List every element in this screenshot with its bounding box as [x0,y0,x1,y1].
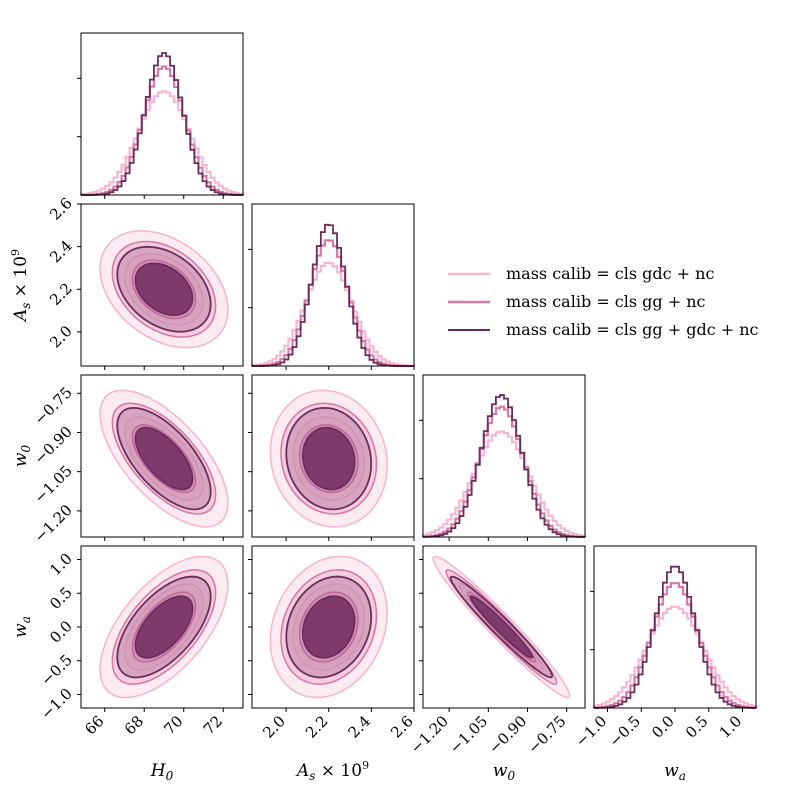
x-tick-label: 68 [121,712,147,738]
y-tick-label: 2.6 [46,194,76,224]
y-tick-label: −1.20 [31,501,76,546]
hist-series-0 [79,90,245,196]
contour-panel-H0-w0 [99,389,229,528]
y-tick-label: −1.05 [31,462,76,507]
x-tick-label: 0.5 [682,712,712,742]
panel-frame [251,203,415,367]
x-tick-label: 66 [81,712,107,738]
x-tick-label: −0.90 [485,712,530,757]
x-tick-label: 2.2 [302,712,332,742]
x-tick-label: 2.0 [259,712,289,742]
x-tick-label: 2.4 [345,712,375,742]
panel-frame [251,374,415,538]
hist-series-0 [592,605,758,708]
panel-frame [593,545,757,709]
y-tick-label: 0.5 [46,583,76,613]
hist-panel-As [250,223,416,368]
axis-label-As: As × 109 [295,759,369,783]
contour-panel-As-w0 [269,389,388,528]
legend-label-0: mass calib = cls gdc + nc [506,264,714,283]
y-tick-label: 2.0 [46,322,76,352]
panel-frame [422,374,586,538]
hist-series-0 [421,430,587,537]
panel-frame [80,374,244,538]
contour-panel-H0-As [99,230,229,349]
hist-series-0 [250,261,416,367]
x-tick-label: 2.6 [387,712,417,742]
x-tick-label: −1.20 [407,712,452,757]
legend: mass calib = cls gdc + nc mass calib = cl… [448,264,759,339]
y-tick-label: 0.0 [46,617,76,647]
x-tick-label: −1.0 [572,712,610,750]
axis-label-wa: wa [11,616,33,638]
hist-series-2 [422,394,586,538]
hist-series-1 [250,239,416,368]
contour-series-2-level-1 [469,595,534,659]
axis-label-w0: w0 [11,445,33,468]
panel-frame [80,32,244,196]
contour-series-2-level-1 [134,426,194,491]
y-tick-label: −0.5 [37,651,75,689]
hist-series-2 [593,565,757,709]
hist-panel-H0 [79,52,245,197]
y-tick-label: −0.90 [31,423,76,468]
axis-label-w0: w0 [493,761,516,783]
y-tick-label: 2.2 [46,279,76,309]
contour-panel-H0-wa [99,555,229,699]
hist-panel-w0 [421,394,587,538]
contour-panel-w0-wa [432,555,571,699]
contour-series-2-level-1 [301,595,356,659]
hist-series-2 [80,52,244,196]
x-tick-label: 1.0 [716,712,746,742]
x-tick-label: 70 [160,712,186,738]
x-tick-label: −1.05 [446,712,491,757]
hist-series-1 [421,405,587,538]
contour-series-2-level-1 [134,262,194,317]
x-tick-label: 72 [200,712,226,738]
legend-label-2: mass calib = cls gg + gdc + nc [506,320,759,339]
x-tick-label: 0.0 [648,712,678,742]
contour-panel-As-wa [269,555,388,699]
hist-series-1 [592,582,758,709]
y-tick-label: 1.0 [46,550,76,580]
x-tick-label: −0.75 [524,712,569,757]
axis-label-H0: H0 [150,761,174,783]
x-tick-label: −0.5 [606,712,644,750]
y-tick-label: −0.75 [31,383,76,428]
y-tick-label: 2.4 [46,237,76,267]
y-tick-label: −1.0 [37,685,75,723]
hist-panel-wa [592,565,758,709]
hist-series-1 [79,65,245,197]
contour-series-2-level-1 [301,426,356,491]
axis-label-As: As × 109 [9,249,33,323]
legend-label-1: mass calib = cls gg + nc [506,292,706,311]
contour-series-2-level-1 [134,595,194,659]
axis-label-wa: wa [664,761,686,783]
panel-frame [80,203,244,367]
